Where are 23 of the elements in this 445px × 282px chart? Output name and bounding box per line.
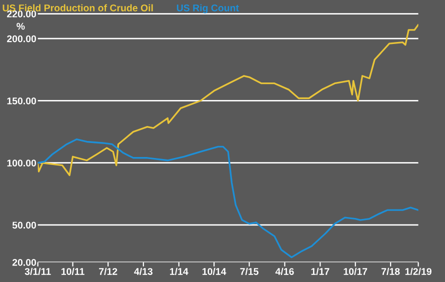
- x-tick-label: 10/17: [344, 268, 368, 276]
- x-tick-label: 10/11: [61, 268, 84, 276]
- text: US Field Production of Crude Oil: [2, 4, 153, 12]
- x-tick-label: 7/15: [240, 268, 258, 276]
- x-tick-label: 1/17: [311, 268, 330, 276]
- x-tick-label: 1/2/19: [405, 268, 432, 276]
- x-tick-label: 7/12: [99, 268, 118, 276]
- x-tick-label: 10/14: [202, 268, 226, 276]
- line-series: [38, 138, 418, 258]
- y-tick-label: 200.00: [7, 35, 36, 42]
- y-tick-label: 150.00: [7, 97, 36, 104]
- x-tick-label: 3/1/11: [24, 268, 51, 276]
- x-tick-label: 1/14: [170, 268, 188, 276]
- x-tick-label: 7/18: [382, 268, 400, 276]
- x-tick-label: 4/13: [134, 268, 153, 276]
- line-series: [38, 24, 418, 176]
- y-axis-title: %: [16, 22, 25, 30]
- text: US Rig Count: [176, 4, 239, 14]
- y-tick-label: 100.00: [7, 160, 36, 166]
- y-tick-label: 50.00: [12, 222, 36, 229]
- y-tick-label: 20.00: [12, 258, 36, 266]
- y-tick-label: 220.00: [7, 10, 36, 18]
- x-tick-label: 4/16: [275, 268, 294, 276]
